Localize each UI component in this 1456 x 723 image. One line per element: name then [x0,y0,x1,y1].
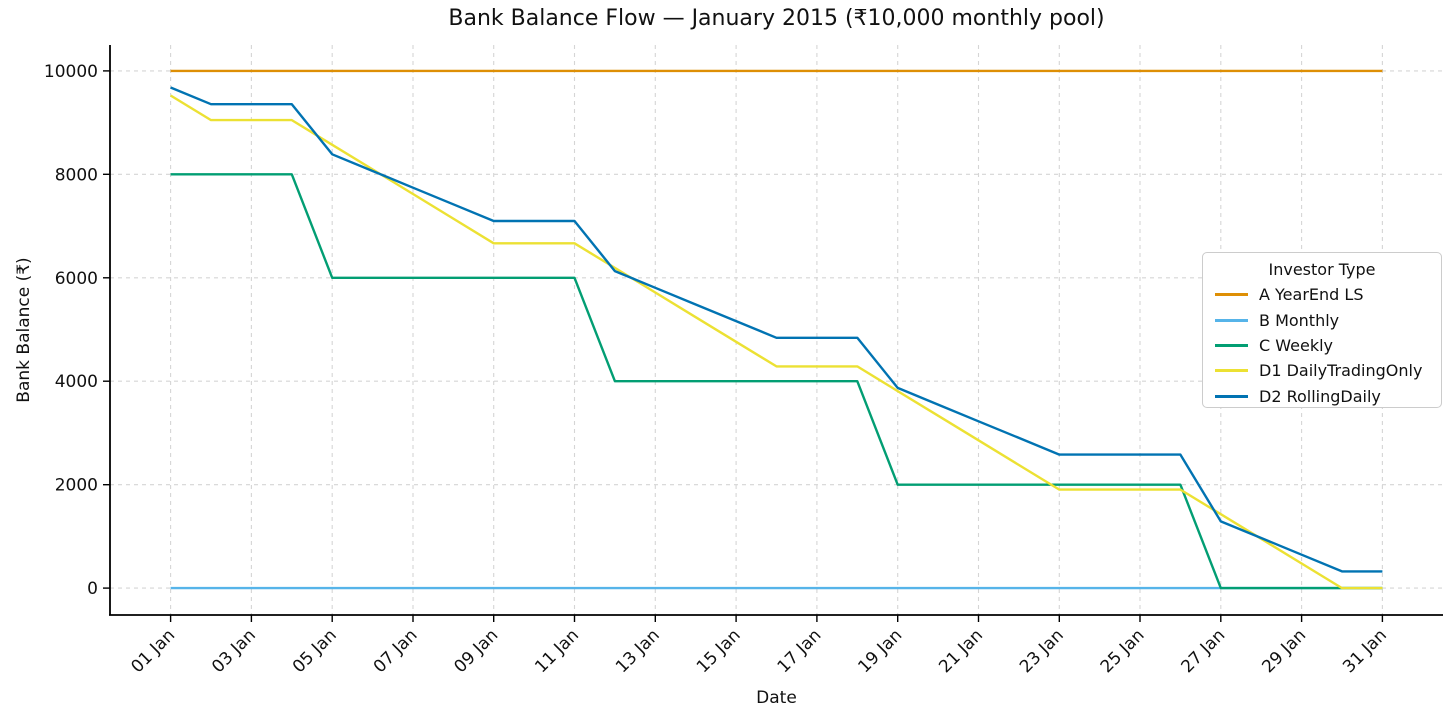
legend-item-label: B Monthly [1259,310,1340,330]
x-tick-label: 17 Jan [774,625,826,677]
x-tick-label: 25 Jan [1097,625,1149,677]
legend-item: B Monthly [1215,307,1429,332]
legend-swatch [1215,369,1248,373]
y-tick-label: 0 [87,579,98,599]
x-tick-label: 11 Jan [531,625,583,677]
y-tick-label: 4000 [55,372,98,392]
legend-title: Investor Type [1268,260,1376,279]
x-tick-label: 15 Jan [693,625,745,677]
legend-item-label: D2 RollingDaily [1259,386,1381,406]
legend-item: D1 DailyTradingOnly [1215,358,1429,383]
series-line-d1-dailytradingonly [169,94,1383,590]
x-tick-label: 07 Jan [370,625,422,677]
y-tick-label: 2000 [55,476,98,496]
y-tick-label: 10000 [44,62,98,82]
legend-swatch [1215,394,1248,398]
legend: Investor Type A YearEnd LS B Monthly C Wee… [1202,252,1442,408]
legend-swatch [1215,343,1248,347]
x-tick-label: 23 Jan [1016,625,1068,677]
x-tick-label: 05 Jan [289,625,341,677]
x-tick-label: 21 Jan [935,625,987,677]
x-tick-label: 01 Jan [127,625,179,677]
y-tick-label: 8000 [55,165,98,185]
legend-item: C Weekly [1215,333,1429,358]
x-tick-label: 03 Jan [208,625,260,677]
x-tick-label: 09 Jan [450,625,502,677]
y-tick-label: 6000 [55,269,98,289]
x-tick-label: 31 Jan [1339,625,1391,677]
series-line-d2-rollingdaily [170,86,1383,573]
legend-item-label: C Weekly [1259,335,1334,355]
legend-swatch [1215,318,1248,322]
x-tick-label: 27 Jan [1178,625,1230,677]
y-axis-label: Bank Balance (₹) [14,257,34,403]
legend-items: A YearEnd LS B Monthly C Weekly D1 DailyTra… [1215,282,1429,409]
x-tick-label: 19 Jan [854,625,906,677]
x-axis-label: Date [756,688,797,708]
chart-title: Bank Balance Flow — January 2015 (₹10,00… [448,6,1105,31]
series-line-c-weekly [170,173,1383,590]
legend-item: D2 RollingDaily [1215,384,1429,409]
x-tick-label: 13 Jan [612,625,664,677]
legend-swatch [1215,293,1248,297]
legend-item: A YearEnd LS [1215,282,1429,307]
legend-item-label: A YearEnd LS [1259,285,1364,305]
x-tick-label: 29 Jan [1258,625,1310,677]
legend-item-label: D1 DailyTradingOnly [1259,361,1423,381]
